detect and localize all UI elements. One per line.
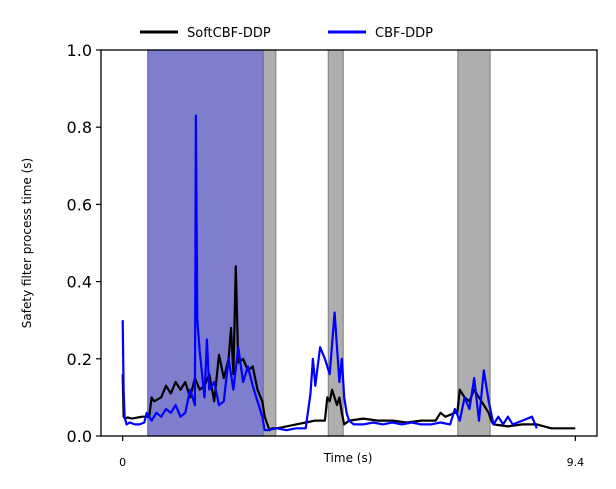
legend-label-softcbf-ddp: SoftCBF-DDP [187, 26, 271, 41]
legend-label-cbf-ddp: CBF-DDP [375, 26, 433, 41]
y-tick-label: 0.2 [67, 350, 92, 369]
x-tick-label: 0 [119, 456, 126, 469]
x-tick-label: 9.4 [567, 456, 585, 469]
y-tick-label: 0.8 [67, 118, 92, 137]
shaded-regions [147, 49, 491, 437]
x-axis-label: Time (s) [323, 451, 373, 465]
y-axis-ticks: 0.0 0.2 0.4 0.6 0.8 1.0 [67, 41, 101, 446]
y-tick-label: 0.4 [67, 273, 92, 292]
y-tick-label: 0.6 [67, 195, 92, 214]
shaded-region-softcbf-1 [262, 49, 277, 437]
y-tick-label: 0.0 [67, 427, 92, 446]
x-axis-ticks: 0 9.4 [119, 436, 584, 469]
series-line-cbf-ddp [121, 114, 538, 432]
legend: SoftCBF-DDP CBF-DDP [140, 26, 433, 41]
series-line-softcbf-ddp [121, 265, 576, 432]
shaded-region-softcbf-2 [327, 49, 344, 437]
plot-frame [100, 49, 598, 437]
series-lines [121, 114, 576, 432]
y-tick-label: 1.0 [67, 41, 92, 60]
y-axis-label: Safety filter process time (s) [20, 158, 34, 328]
